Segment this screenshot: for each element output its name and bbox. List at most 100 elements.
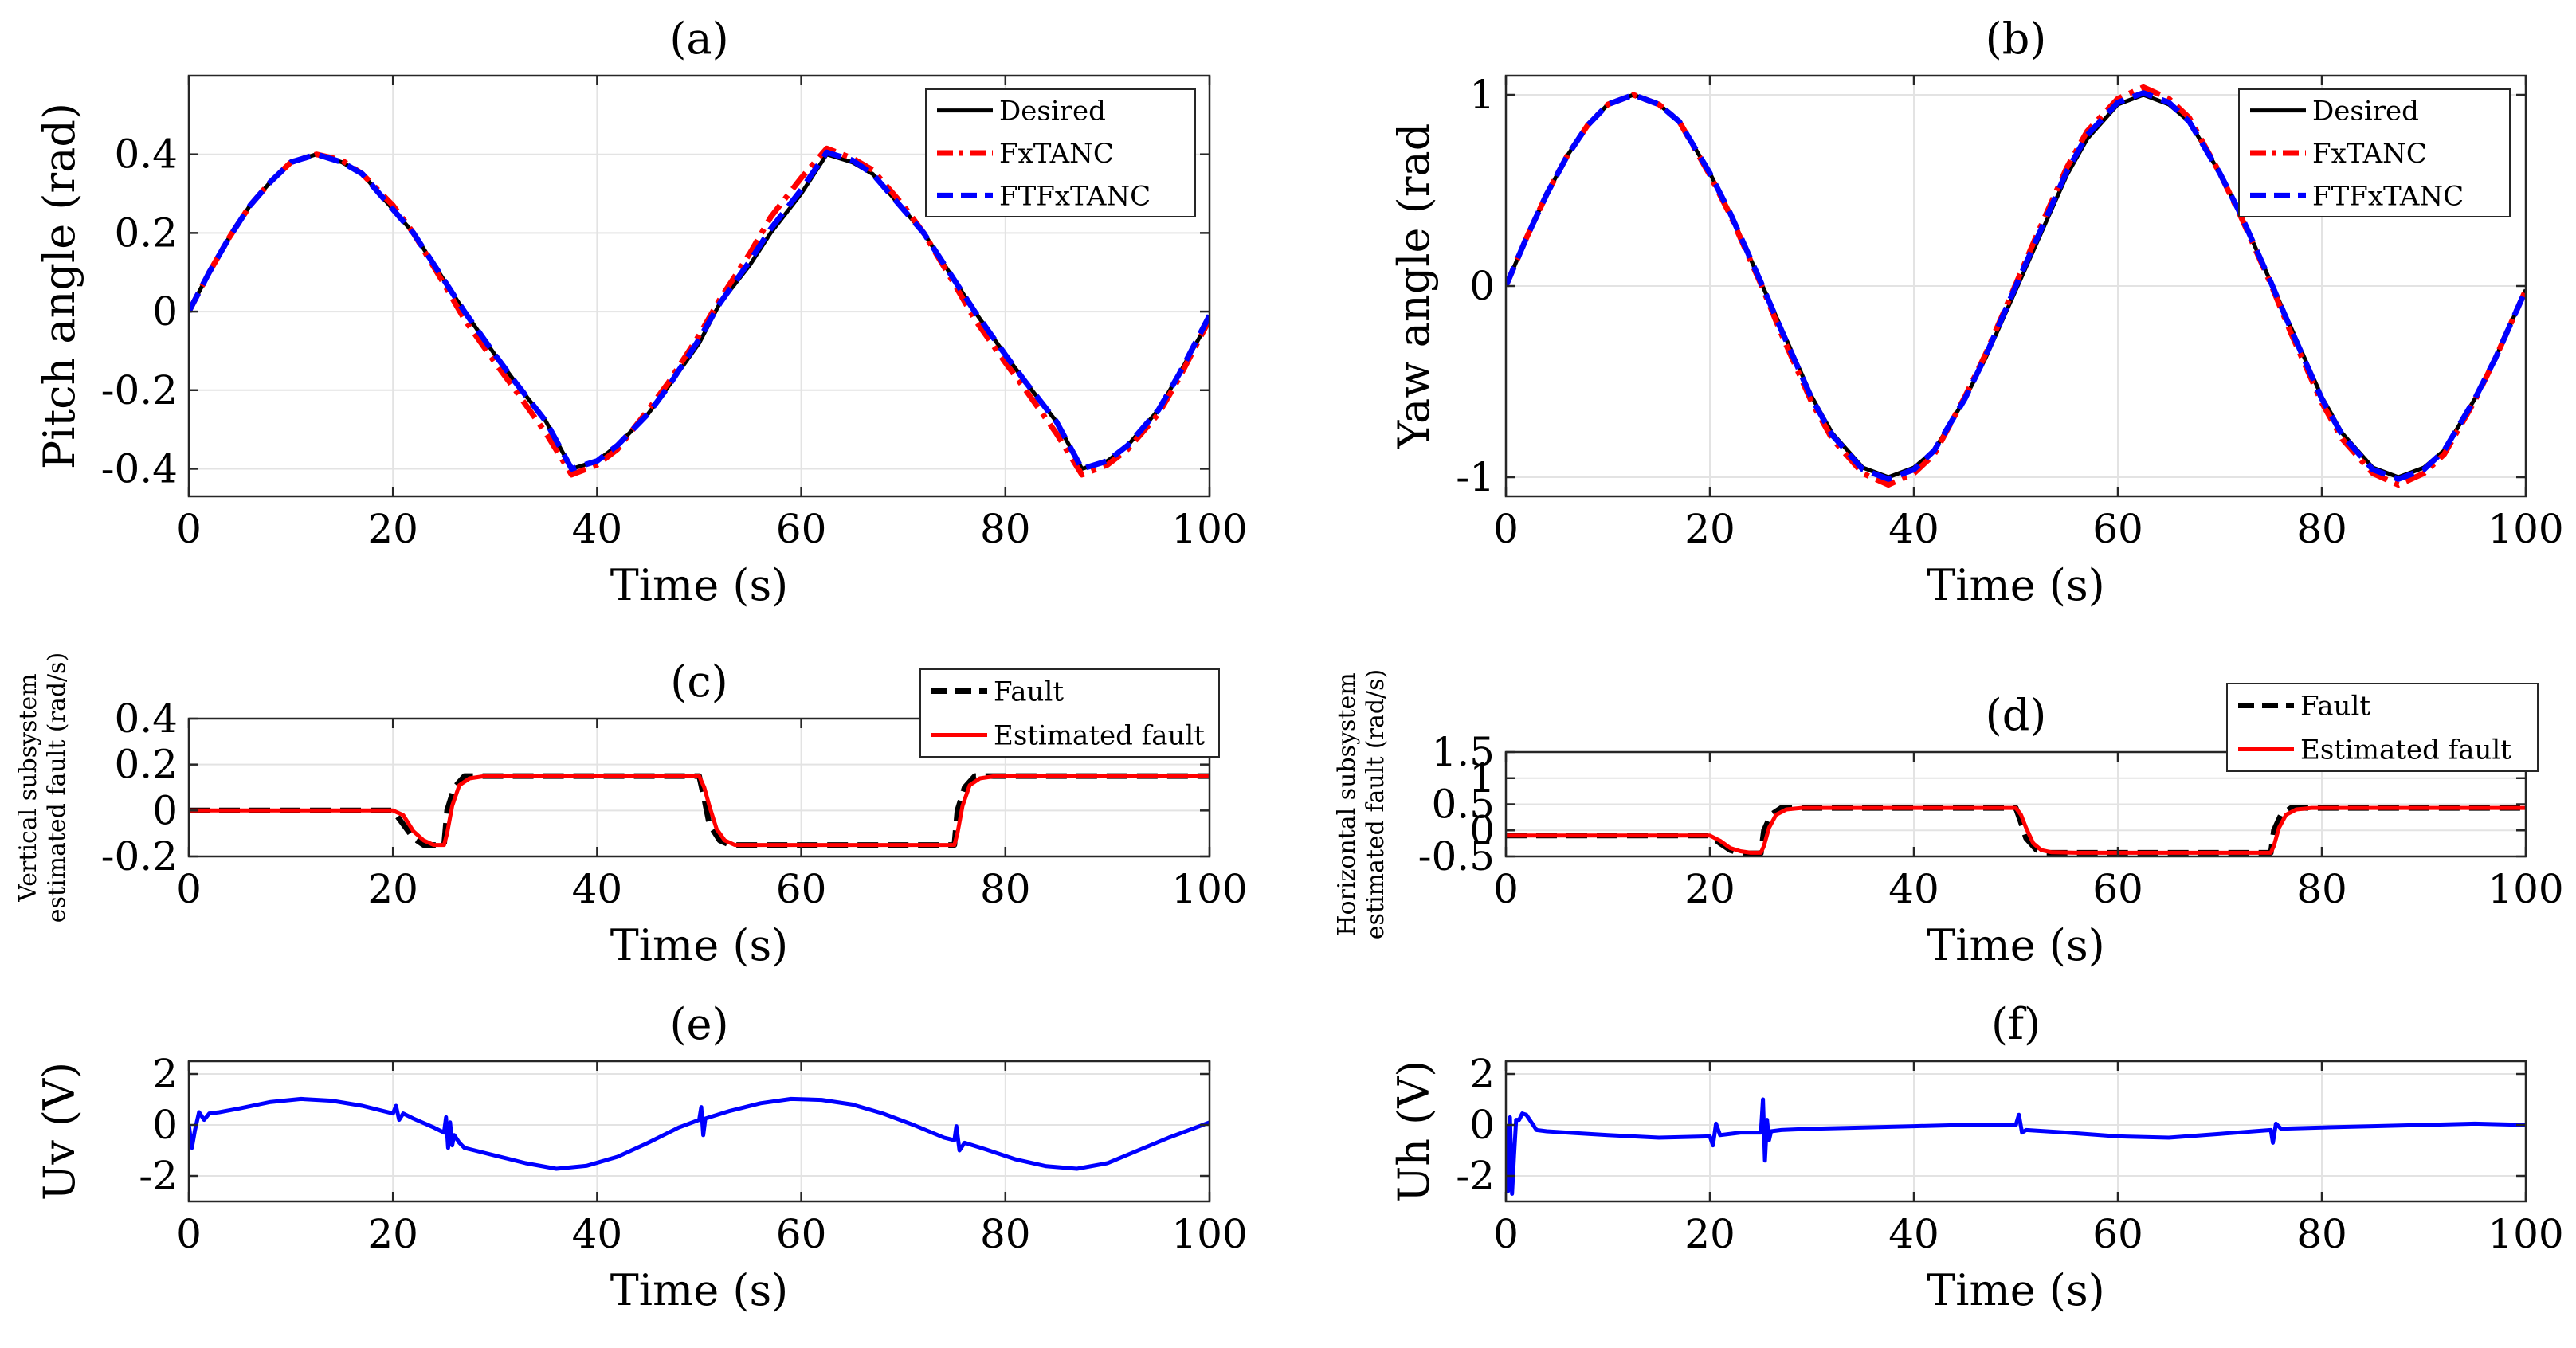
x-axis-label: Time (s) xyxy=(610,560,788,610)
y-axis-label: Uv (V) xyxy=(34,1062,84,1201)
x-tick-label: 60 xyxy=(776,866,827,912)
axes-box xyxy=(187,717,1211,858)
x-tick-label: 60 xyxy=(2092,1211,2143,1257)
legend-label: Desired xyxy=(2312,96,2419,127)
y-tick-label: 0 xyxy=(152,288,178,335)
x-tick-label: 80 xyxy=(980,506,1031,552)
x-tick-label: 100 xyxy=(1171,1211,1247,1257)
x-tick-label: 40 xyxy=(1888,1211,1939,1257)
y-tick-label: -0.4 xyxy=(101,445,178,492)
subplot-title: (b) xyxy=(1986,14,2047,64)
legend: Fault Estimated fault xyxy=(919,668,1220,758)
y-tick-label: -0.5 xyxy=(1418,833,1495,880)
subplot-a: 0 20 40 60 80 100 -0.4 -0.2 0 0.2 0.4 (a) Time (s) Pi… xyxy=(34,14,1248,610)
x-tick-label: 0 xyxy=(1493,1211,1519,1257)
x-tick-label: 40 xyxy=(1888,866,1939,912)
series-line-uh xyxy=(1506,1097,2526,1196)
x-axis-label: Time (s) xyxy=(1927,920,2104,970)
x-tick-label: 40 xyxy=(572,866,623,912)
legend-label: FTFxTANC xyxy=(2312,180,2464,212)
series-line-ftfxtanc xyxy=(1506,90,2526,482)
x-tick-label: 80 xyxy=(2296,866,2347,912)
x-tick-label: 80 xyxy=(980,1211,1031,1257)
plot-area xyxy=(189,1061,1210,1201)
y-tick-label: 0.2 xyxy=(114,210,178,256)
legend-label: Estimated fault xyxy=(994,720,1205,752)
y-axis-label: Vertical subsystemestimated fault (rad/s… xyxy=(14,652,71,923)
x-tick-label: 60 xyxy=(776,1211,827,1257)
y-axis-label-line: Pitch angle (rad) xyxy=(34,103,84,469)
subplot-title: (d) xyxy=(1986,690,2047,740)
subplot-c: 0 20 40 60 80 100-0.200.20.4(c)Time (s)Vertic… xyxy=(14,652,1248,970)
x-axis-label: Time (s) xyxy=(610,920,788,970)
legend-box xyxy=(2226,683,2539,772)
y-tick-label: -2 xyxy=(139,1153,178,1199)
y-tick-label: 0 xyxy=(1469,263,1495,309)
series-line-fxtanc xyxy=(189,145,1210,478)
subplot-title: (f) xyxy=(1991,999,2041,1049)
y-axis-label-line: Uv (V) xyxy=(34,1062,84,1201)
y-tick-label: -1 xyxy=(1456,454,1495,500)
y-tick-label: 0.5 xyxy=(1431,782,1495,828)
y-axis-label: Yaw angle (rad xyxy=(1389,123,1439,450)
y-axis-label-line: estimated fault (rad/s) xyxy=(43,652,71,923)
x-axis-label: Time (s) xyxy=(610,1265,788,1315)
x-tick-label: 80 xyxy=(980,866,1031,912)
y-tick-label: -0.2 xyxy=(101,367,178,413)
axes-box xyxy=(1504,1060,2527,1203)
series-line-estimated-fault xyxy=(1506,805,2526,855)
x-tick-label: 20 xyxy=(1684,1211,1735,1257)
legend: Desired FxTANC FTFxTANC xyxy=(2238,88,2511,217)
x-tick-label: 0 xyxy=(176,866,202,912)
legend-label: FTFxTANC xyxy=(999,180,1151,212)
subplot-d: 0 20 40 60 80 100-0.500.511.5(d)Time (s)Horiz… xyxy=(1333,669,2564,970)
legend: Desired FxTANC FTFxTANC xyxy=(925,88,1196,217)
y-tick-label: -0.2 xyxy=(101,833,178,880)
x-tick-label: 0 xyxy=(176,1211,202,1257)
y-tick-label: 0 xyxy=(1469,1102,1495,1148)
legend-label: FxTANC xyxy=(999,138,1114,170)
y-tick-label: 0 xyxy=(1469,807,1495,853)
x-tick-label: 100 xyxy=(1171,866,1247,912)
y-tick-label: 0 xyxy=(152,1102,178,1148)
x-tick-label: 40 xyxy=(572,506,623,552)
x-tick-label: 100 xyxy=(2488,866,2563,912)
x-tick-label: 0 xyxy=(176,506,202,552)
axes-box xyxy=(187,1060,1211,1203)
y-tick-label: -2 xyxy=(1456,1153,1495,1199)
x-tick-label: 60 xyxy=(2092,506,2143,552)
subplot-title: (c) xyxy=(670,656,727,707)
y-axis-label-line: Vertical subsystem xyxy=(14,673,42,902)
x-axis-label: Time (s) xyxy=(1927,560,2104,610)
y-tick-label: 1 xyxy=(1469,72,1495,118)
x-tick-label: 80 xyxy=(2296,506,2347,552)
y-axis-label: Pitch angle (rad) xyxy=(34,103,84,469)
y-tick-label: 2 xyxy=(1469,1051,1495,1097)
x-axis-label: Time (s) xyxy=(1927,1265,2104,1315)
subplot-f: 0 20 40 60 80 100 -2 0 2 (f) Time (s) Uh (V) xyxy=(1389,999,2564,1315)
series-line-uv xyxy=(189,1096,1210,1171)
x-tick-label: 80 xyxy=(2296,1211,2347,1257)
legend-label: Estimated fault xyxy=(2300,735,2511,766)
series-line-ftfxtanc xyxy=(189,149,1210,472)
y-axis-label-line: Yaw angle (rad xyxy=(1389,123,1439,450)
legend: Fault Estimated fault xyxy=(2226,683,2539,772)
x-tick-label: 100 xyxy=(2488,506,2563,552)
x-tick-label: 40 xyxy=(1888,506,1939,552)
legend-label: FxTANC xyxy=(2312,138,2427,170)
y-tick-label: 0 xyxy=(152,787,178,833)
legend-label: Fault xyxy=(2300,691,2370,723)
legend-label: Fault xyxy=(994,676,1064,708)
y-axis-label-line: estimated fault (rad/s) xyxy=(1362,669,1390,940)
x-tick-label: 100 xyxy=(1171,506,1247,552)
x-tick-label: 60 xyxy=(776,506,827,552)
x-tick-label: 20 xyxy=(367,866,418,912)
y-tick-label: 1 xyxy=(1469,755,1495,801)
subplot-title: (a) xyxy=(669,14,728,64)
x-tick-label: 40 xyxy=(572,1211,623,1257)
subplot-b: 0 20 40 60 80 100 -1 0 1 (b) Time (s) Yaw angle (ra… xyxy=(1389,14,2564,610)
x-tick-label: 100 xyxy=(2488,1211,2563,1257)
axes-box xyxy=(187,74,1211,498)
y-tick-label: 0.4 xyxy=(114,131,178,178)
